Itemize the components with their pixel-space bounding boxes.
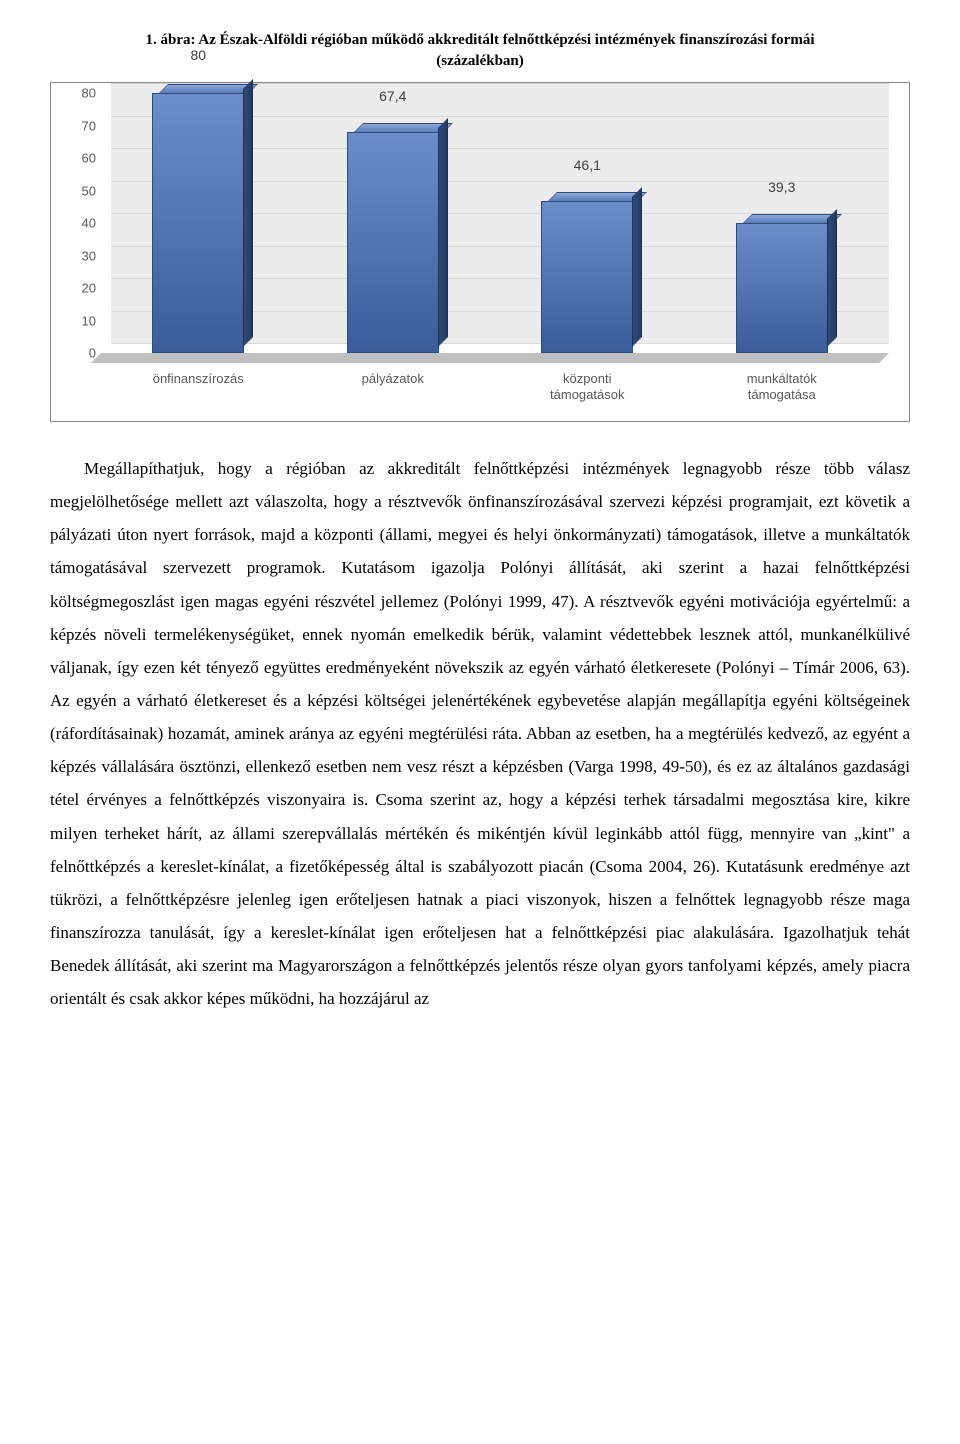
figure-title: 1. ábra: Az Észak-Alföldi régióban működ… (50, 30, 910, 72)
y-tick: 50 (82, 183, 96, 198)
bar-slot: 67,4 (296, 93, 491, 353)
figure-title-line2: (százalékban) (436, 53, 524, 69)
bar-value-label: 46,1 (574, 157, 601, 173)
bar-slot: 46,1 (490, 93, 685, 353)
bar (152, 93, 244, 353)
body-text: Megállapíthatjuk, hogy a régióban az akk… (50, 452, 910, 1015)
x-label: munkáltatóktámogatása (685, 371, 880, 402)
y-tick: 70 (82, 118, 96, 133)
bar-chart: 01020304050607080 8067,446,139,3 önfinan… (50, 82, 910, 422)
body-paragraph: Megállapíthatjuk, hogy a régióban az akk… (50, 452, 910, 1015)
chart-floor (91, 353, 889, 363)
y-tick: 20 (82, 281, 96, 296)
bar (541, 201, 633, 353)
x-label: pályázatok (296, 371, 491, 402)
bar-value-label: 39,3 (768, 179, 795, 195)
chart-y-axis: 01020304050607080 (71, 93, 101, 353)
chart-plot-area: 01020304050607080 8067,446,139,3 (101, 93, 879, 353)
figure-title-line1: 1. ábra: Az Észak-Alföldi régióban működ… (145, 32, 814, 48)
y-tick: 30 (82, 248, 96, 263)
bar-value-label: 80 (190, 47, 206, 63)
bar-value-label: 67,4 (379, 88, 406, 104)
chart-x-labels: önfinanszírozáspályázatokközpontitámogat… (101, 371, 879, 402)
bar-slot: 39,3 (685, 93, 880, 353)
bar (347, 132, 439, 353)
y-tick: 10 (82, 313, 96, 328)
bar-slot: 80 (101, 93, 296, 353)
y-tick: 40 (82, 216, 96, 231)
y-tick: 0 (89, 346, 96, 361)
x-label: önfinanszírozás (101, 371, 296, 402)
y-tick: 60 (82, 151, 96, 166)
bar (736, 223, 828, 353)
x-label: központitámogatások (490, 371, 685, 402)
chart-bars: 8067,4 46,1 39,3 (101, 93, 879, 353)
y-tick: 80 (82, 86, 96, 101)
